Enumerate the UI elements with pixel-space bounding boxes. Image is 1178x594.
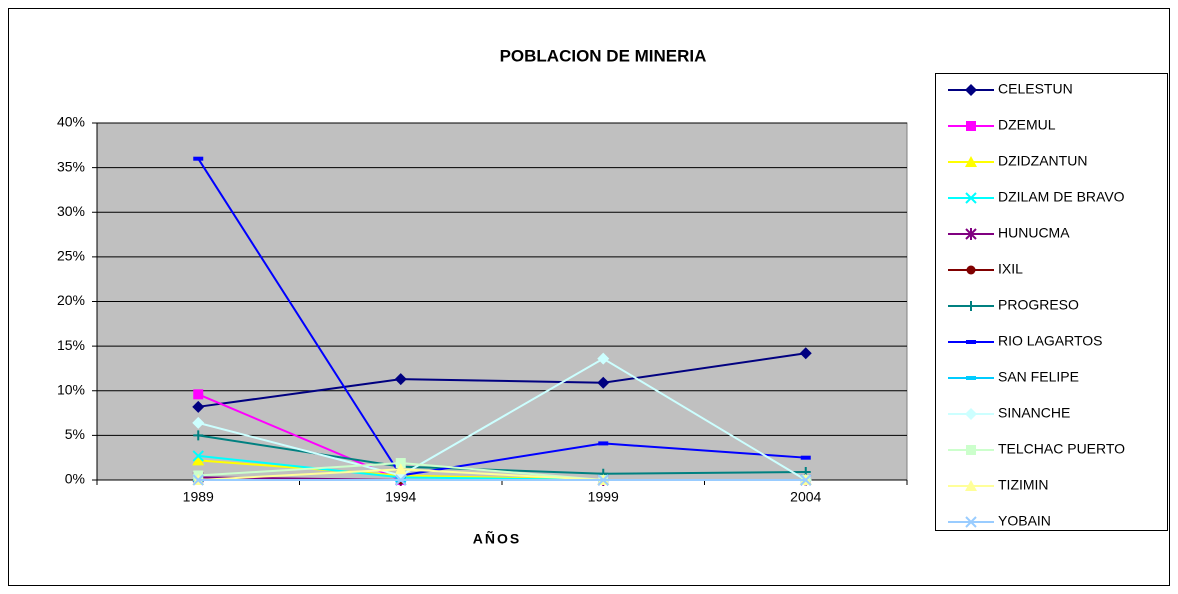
legend-label: YOBAIN: [998, 513, 1051, 529]
x-axis-label: AÑOS: [473, 530, 521, 547]
x-tick-label: 1989: [183, 489, 214, 505]
legend-label: SAN FELIPE: [998, 369, 1079, 385]
legend-label: DZILAM DE BRAVO: [998, 189, 1125, 205]
marker: [800, 474, 812, 486]
x-tick-label: 1999: [588, 489, 619, 505]
marker: [966, 265, 976, 275]
legend-label: RIO LAGARTOS: [998, 333, 1103, 349]
legend-label: TIZIMIN: [998, 477, 1049, 493]
marker: [965, 156, 977, 167]
marker: [597, 474, 609, 486]
y-tick-label: 15%: [57, 337, 85, 353]
legend-label: HUNUCMA: [998, 225, 1070, 241]
series-line: [198, 352, 806, 408]
y-tick-label: 40%: [57, 114, 85, 130]
marker: [965, 408, 977, 420]
marker: [800, 455, 811, 460]
legend-label: PROGRESO: [998, 297, 1079, 313]
marker: [192, 400, 205, 413]
legend-label: CELESTUN: [998, 81, 1073, 97]
series-line: [197, 158, 806, 477]
marker: [193, 156, 204, 161]
marker: [966, 121, 976, 131]
legend-label: DZIDZANTUN: [998, 153, 1087, 169]
marker: [192, 416, 205, 429]
y-tick-label: 10%: [57, 381, 85, 397]
chart-title: POBLACION DE MINERIA: [500, 46, 707, 65]
legend-label: TELCHAC PUERTO: [998, 441, 1125, 457]
x-tick-label: 2004: [790, 489, 821, 505]
series-line: [197, 357, 807, 481]
marker: [394, 373, 407, 386]
y-tick-label: 5%: [65, 426, 85, 442]
marker: [597, 376, 610, 389]
marker: [966, 301, 976, 311]
marker: [193, 389, 204, 400]
marker: [597, 352, 610, 365]
marker: [193, 430, 204, 441]
marker: [598, 441, 609, 446]
y-tick-label: 30%: [57, 203, 85, 219]
legend-label: DZEMUL: [998, 117, 1056, 133]
marker: [192, 474, 204, 486]
marker: [192, 450, 204, 462]
series-line: [198, 434, 806, 475]
y-tick-label: 0%: [65, 471, 85, 487]
y-tick-label: 35%: [57, 158, 85, 174]
marker: [395, 458, 406, 469]
marker: [192, 454, 205, 466]
marker: [966, 340, 976, 344]
marker: [799, 347, 812, 360]
y-tick-label: 25%: [57, 248, 85, 264]
x-tick-label: 1994: [385, 489, 416, 505]
marker: [966, 376, 976, 380]
legend-label: SINANCHE: [998, 405, 1070, 421]
marker: [965, 192, 977, 204]
marker: [394, 463, 407, 475]
marker: [965, 84, 977, 96]
marker: [395, 474, 407, 486]
legend-label: IXIL: [998, 261, 1023, 277]
marker: [966, 445, 976, 455]
marker: [965, 228, 977, 240]
y-tick-label: 20%: [57, 292, 85, 308]
marker: [965, 516, 977, 528]
marker: [965, 480, 977, 491]
